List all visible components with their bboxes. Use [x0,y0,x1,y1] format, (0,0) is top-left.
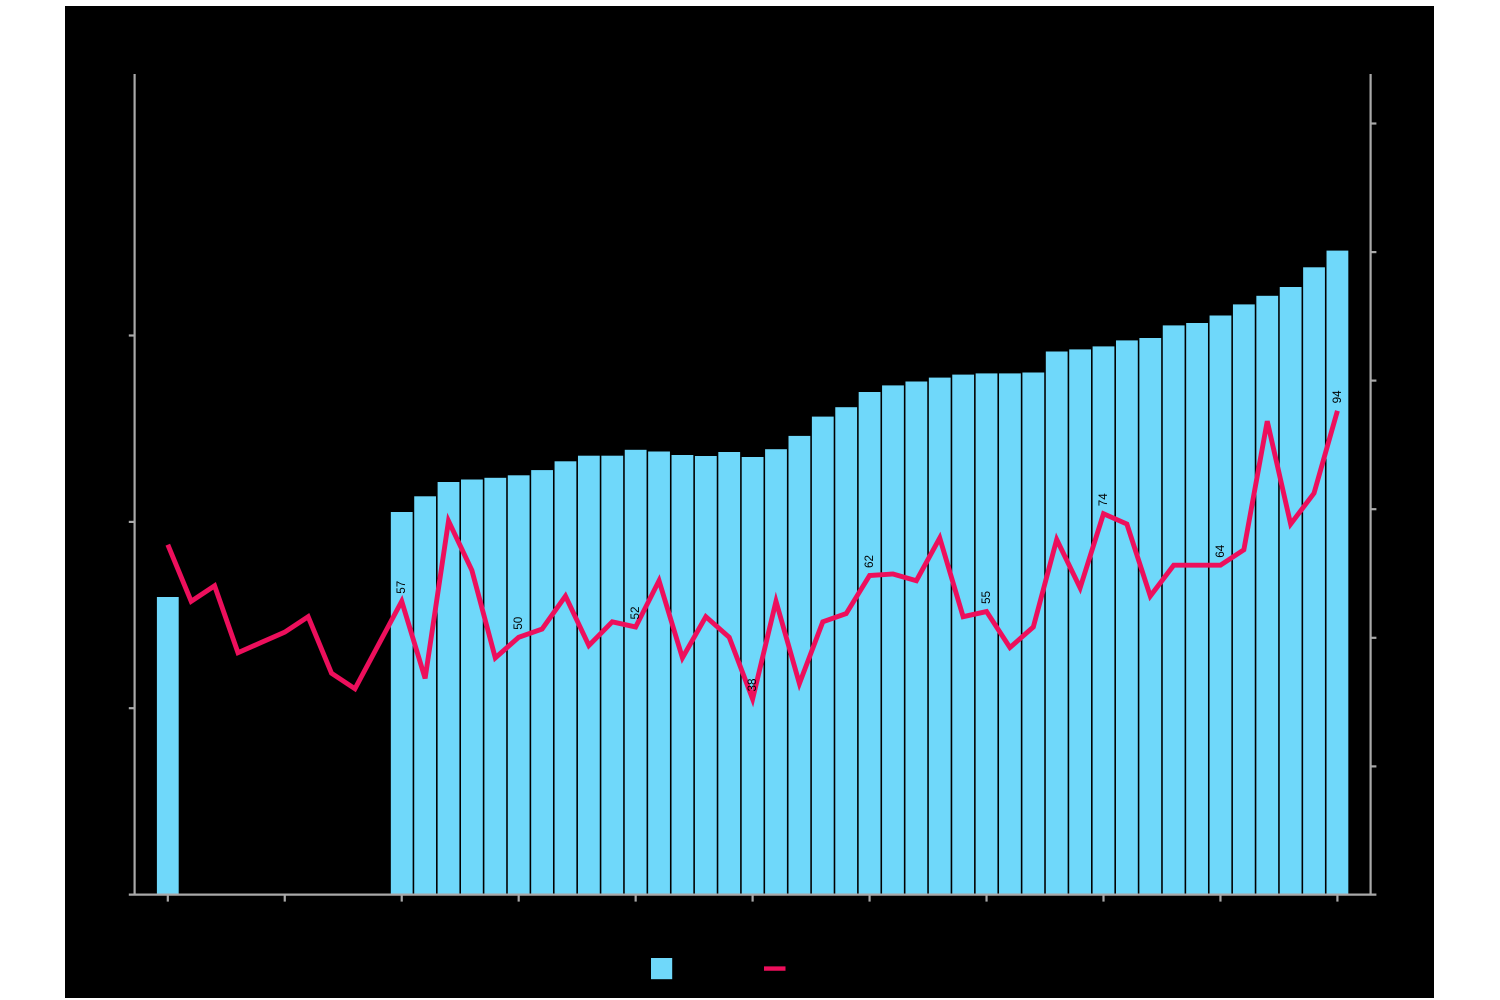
svg-text:52: 52 [629,606,642,619]
svg-text:57: 57 [395,581,408,594]
svg-text:64: 64 [1214,544,1227,558]
svg-text:55: 55 [980,591,993,605]
svg-text:74: 74 [1097,493,1110,507]
svg-text:50: 50 [512,616,525,630]
svg-text:94: 94 [1331,390,1344,404]
svg-text:38: 38 [746,679,759,692]
svg-text:62: 62 [863,555,876,568]
